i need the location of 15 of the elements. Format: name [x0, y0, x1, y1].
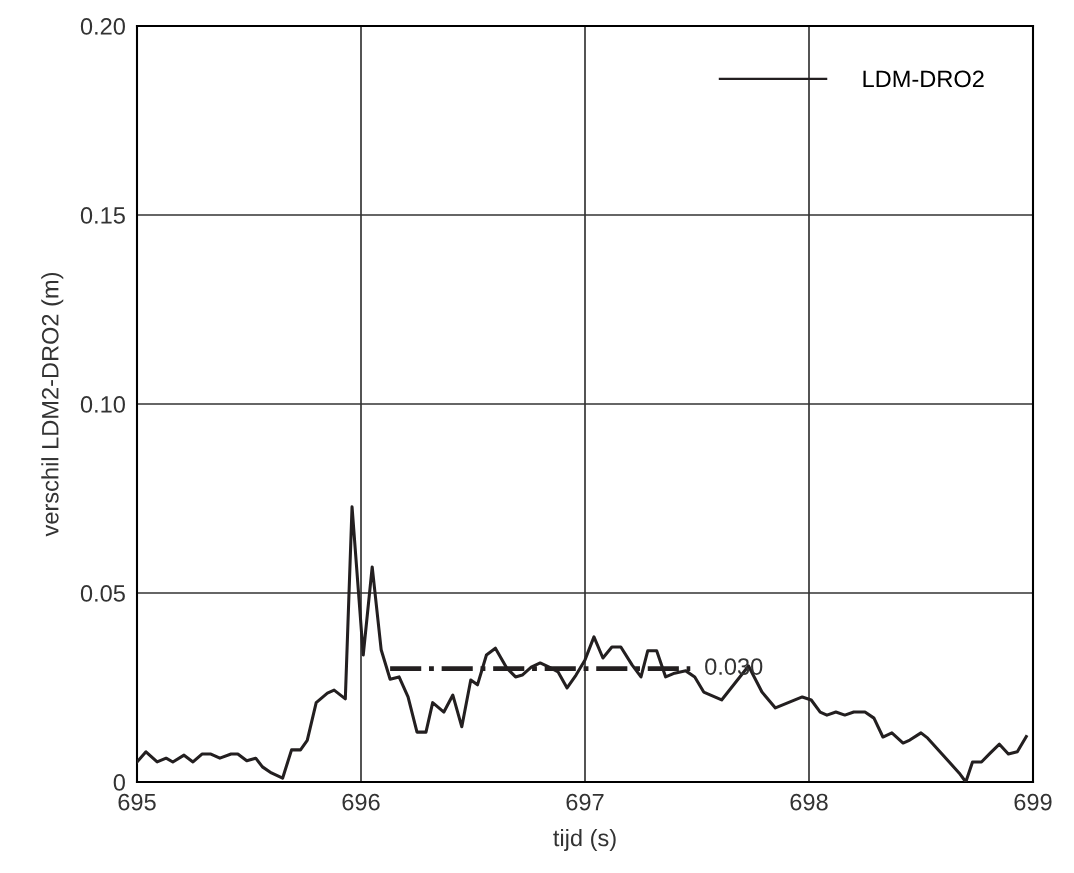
- legend-label: LDM-DRO2: [863, 70, 984, 88]
- y-tick-label: 0.05: [80, 585, 125, 602]
- x-tick-label: 697: [566, 793, 604, 811]
- y-axis-title: verschil LDM2-DRO2 (m): [41, 272, 64, 537]
- y-tick-label: 0.10: [80, 396, 125, 413]
- y-tick-label: 0.15: [80, 207, 125, 224]
- y-tick-label: 0.20: [80, 18, 125, 35]
- x-tick-label: 698: [790, 793, 828, 811]
- x-tick-label: 696: [342, 793, 380, 811]
- x-tick-label: 699: [1014, 793, 1052, 811]
- line-series: [137, 505, 1028, 782]
- x-tick-label: 695: [118, 793, 156, 811]
- x-axis-title: tijd (s): [553, 829, 616, 852]
- y-tick-label: 0: [113, 774, 125, 791]
- annotation: 0.030: [705, 658, 763, 675]
